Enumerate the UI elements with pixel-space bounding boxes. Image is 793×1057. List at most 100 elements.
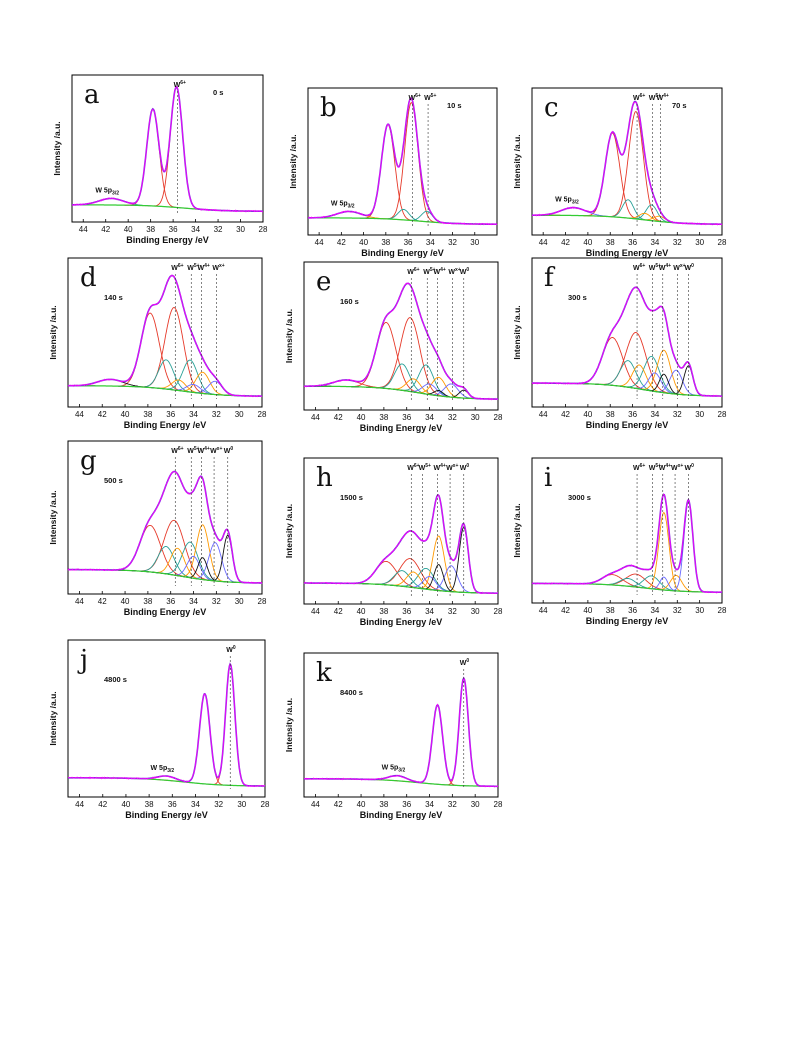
x-axis-label: Binding Energy /eV [361, 248, 444, 258]
raw-data-line [303, 282, 499, 401]
peak-annotation: W0 [226, 645, 236, 654]
y-axis-label: Intensity /a.u. [284, 698, 294, 752]
panel-letter: b [320, 93, 337, 123]
fit-component-6 [532, 576, 722, 593]
panel-i: 44 42 40 38 36 34 32 30 28 Binding Energy /eV Inte… [512, 457, 727, 626]
raw-data-line [303, 494, 499, 595]
peak-annotation: W5+ [649, 263, 661, 272]
x-tick-label: 30 [471, 413, 480, 422]
fit-component-5 [68, 371, 262, 397]
x-axis-label: Binding Energy /eV [124, 420, 207, 430]
panel-h: 44 42 40 38 36 34 32 30 28 Binding Energy /eV Inte… [284, 457, 503, 627]
x-tick-label: 38 [379, 607, 388, 616]
peak-annotation: W6+ [171, 263, 183, 272]
x-tick-label: 40 [583, 606, 592, 615]
background-line [68, 569, 262, 584]
x-tick-label: 36 [402, 413, 411, 422]
x-tick-label: 38 [606, 410, 615, 419]
panel-letter: e [316, 267, 331, 297]
panel-b: 44 42 40 38 36 34 32 30 Binding Energy /eV Intens… [288, 87, 498, 258]
panel-letter: c [544, 93, 559, 123]
peak-annotation: W5+ [187, 263, 199, 272]
x-tick-label: 32 [448, 238, 457, 247]
x-tick-label: 42 [101, 225, 110, 234]
x-tick-label: 38 [606, 238, 615, 247]
panel-letter: a [84, 80, 100, 110]
x-tick-label: 44 [311, 800, 320, 809]
x-tick-label: 36 [628, 606, 637, 615]
x-tick-label: 28 [259, 225, 268, 234]
x-axis-label: Binding Energy /eV [126, 235, 209, 245]
x-axis-label: Binding Energy /eV [360, 617, 443, 627]
raw-data-line [67, 663, 266, 788]
y-axis-label: Intensity /a.u. [512, 503, 522, 557]
peak-annotation: W6+ [174, 80, 186, 89]
time-label: 0 s [213, 88, 223, 97]
plot-frame [303, 457, 499, 605]
x-tick-label: 28 [494, 800, 503, 809]
peak-annotation: W 5p3/2 [331, 201, 355, 210]
x-tick-label: 38 [379, 800, 388, 809]
raw-data-line [531, 101, 723, 226]
plot-frame [303, 652, 499, 798]
peak-annotation: Wx+ [212, 263, 224, 272]
fit-component-5 [532, 349, 722, 397]
raw-data-line [307, 97, 498, 226]
x-tick-label: 40 [121, 410, 130, 419]
x-tick-label: 42 [98, 800, 107, 809]
x-axis-label: Binding Energy /eV [586, 616, 669, 626]
x-tick-label: 30 [471, 607, 480, 616]
x-tick-label: 36 [404, 238, 413, 247]
time-label: 8400 s [340, 688, 363, 697]
x-tick-label: 40 [583, 410, 592, 419]
x-tick-label: 36 [628, 410, 637, 419]
x-tick-label: 44 [539, 606, 548, 615]
x-axis-label: Binding Energy /eV [586, 420, 669, 430]
fit-component-0 [68, 312, 262, 397]
plot-frame [531, 457, 723, 604]
background-line [68, 385, 262, 397]
raw-data-line [71, 86, 264, 213]
x-tick-label: 38 [379, 413, 388, 422]
x-tick-label: 38 [606, 606, 615, 615]
background-line [68, 777, 265, 787]
x-tick-label: 32 [448, 413, 457, 422]
fit-component-3 [68, 359, 262, 397]
peak-annotation: W6+ [171, 446, 183, 455]
fit-component-7 [68, 542, 262, 584]
x-tick-label: 36 [402, 800, 411, 809]
x-tick-label: 34 [650, 606, 659, 615]
x-tick-label: 44 [539, 410, 548, 419]
x-tick-label: 32 [448, 607, 457, 616]
x-tick-label: 42 [561, 410, 570, 419]
y-axis-label: Intensity /a.u. [284, 504, 294, 558]
panel-letter: f [544, 263, 556, 293]
peak-annotation: W0 [460, 267, 470, 276]
x-tick-label: 38 [146, 225, 155, 234]
x-tick-label: 34 [191, 800, 200, 809]
background-line [304, 778, 498, 787]
time-label: 4800 s [104, 675, 127, 684]
x-tick-label: 36 [169, 225, 178, 234]
plot-frame [531, 87, 723, 236]
y-axis-label: Intensity /a.u. [48, 490, 58, 544]
x-tick-label: 28 [718, 606, 727, 615]
time-label: 1500 s [340, 493, 363, 502]
panel-d: 44 42 40 38 36 34 32 30 28 Binding Energy /eV Inte… [48, 257, 267, 430]
x-tick-label: 28 [718, 238, 727, 247]
peak-annotation: W4+ [434, 267, 446, 276]
x-tick-label: 42 [334, 800, 343, 809]
y-axis-label: Intensity /a.u. [52, 121, 62, 175]
x-tick-label: 34 [425, 800, 434, 809]
x-axis-label: Binding Energy /eV [360, 810, 443, 820]
x-tick-label: 32 [214, 225, 223, 234]
peak-annotation: W0 [460, 463, 470, 472]
peak-annotation: W 5p3/2 [95, 187, 119, 196]
time-label: 10 s [447, 101, 462, 110]
y-axis-label: Intensity /a.u. [288, 134, 298, 188]
fit-component-2 [68, 359, 262, 397]
panel-k: 44 42 40 38 36 34 32 30 28 Binding Energy /eV Inte… [284, 652, 503, 820]
peak-annotation: W6+ [633, 93, 645, 102]
fit-component-6 [304, 576, 498, 594]
panel-a: 44 42 40 38 36 34 32 30 28 Binding Energy /eV Inte… [52, 74, 268, 245]
